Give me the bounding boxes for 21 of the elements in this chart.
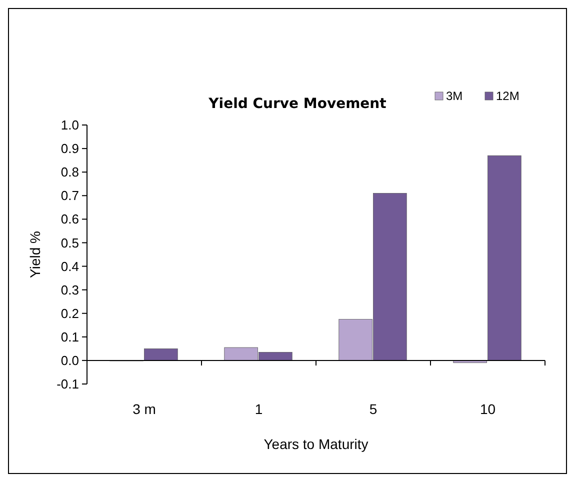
y-tick-label: 1.0	[60, 118, 79, 133]
x-tick-label: 3 m	[132, 401, 156, 417]
y-tick-label: 0.7	[60, 188, 79, 204]
x-axis-title: Years to Maturity	[264, 436, 368, 452]
y-tick-label: 0.9	[60, 141, 79, 156]
legend-label: 3M	[446, 89, 463, 103]
chart-title: Yield Curve Movement	[208, 96, 387, 112]
y-tick-label: 0.5	[60, 235, 79, 250]
y-tick-label: 0.3	[60, 282, 79, 298]
x-tick-label: 1	[254, 401, 263, 417]
y-tick-label: 0.0	[60, 353, 79, 368]
y-axis-title: Yield %	[27, 231, 43, 278]
x-tick-label: 5	[369, 401, 378, 417]
y-tick-label: 0.2	[60, 306, 79, 321]
y-tick-label: 0.6	[60, 212, 79, 227]
y-tick-label: 0.8	[60, 164, 79, 180]
x-tick-label: 10	[480, 401, 496, 417]
y-tick-label: -0.1	[56, 376, 79, 392]
y-tick-label: 0.4	[60, 258, 79, 274]
legend-label: 12M	[496, 89, 520, 103]
y-tick-label: 0.1	[60, 329, 79, 344]
